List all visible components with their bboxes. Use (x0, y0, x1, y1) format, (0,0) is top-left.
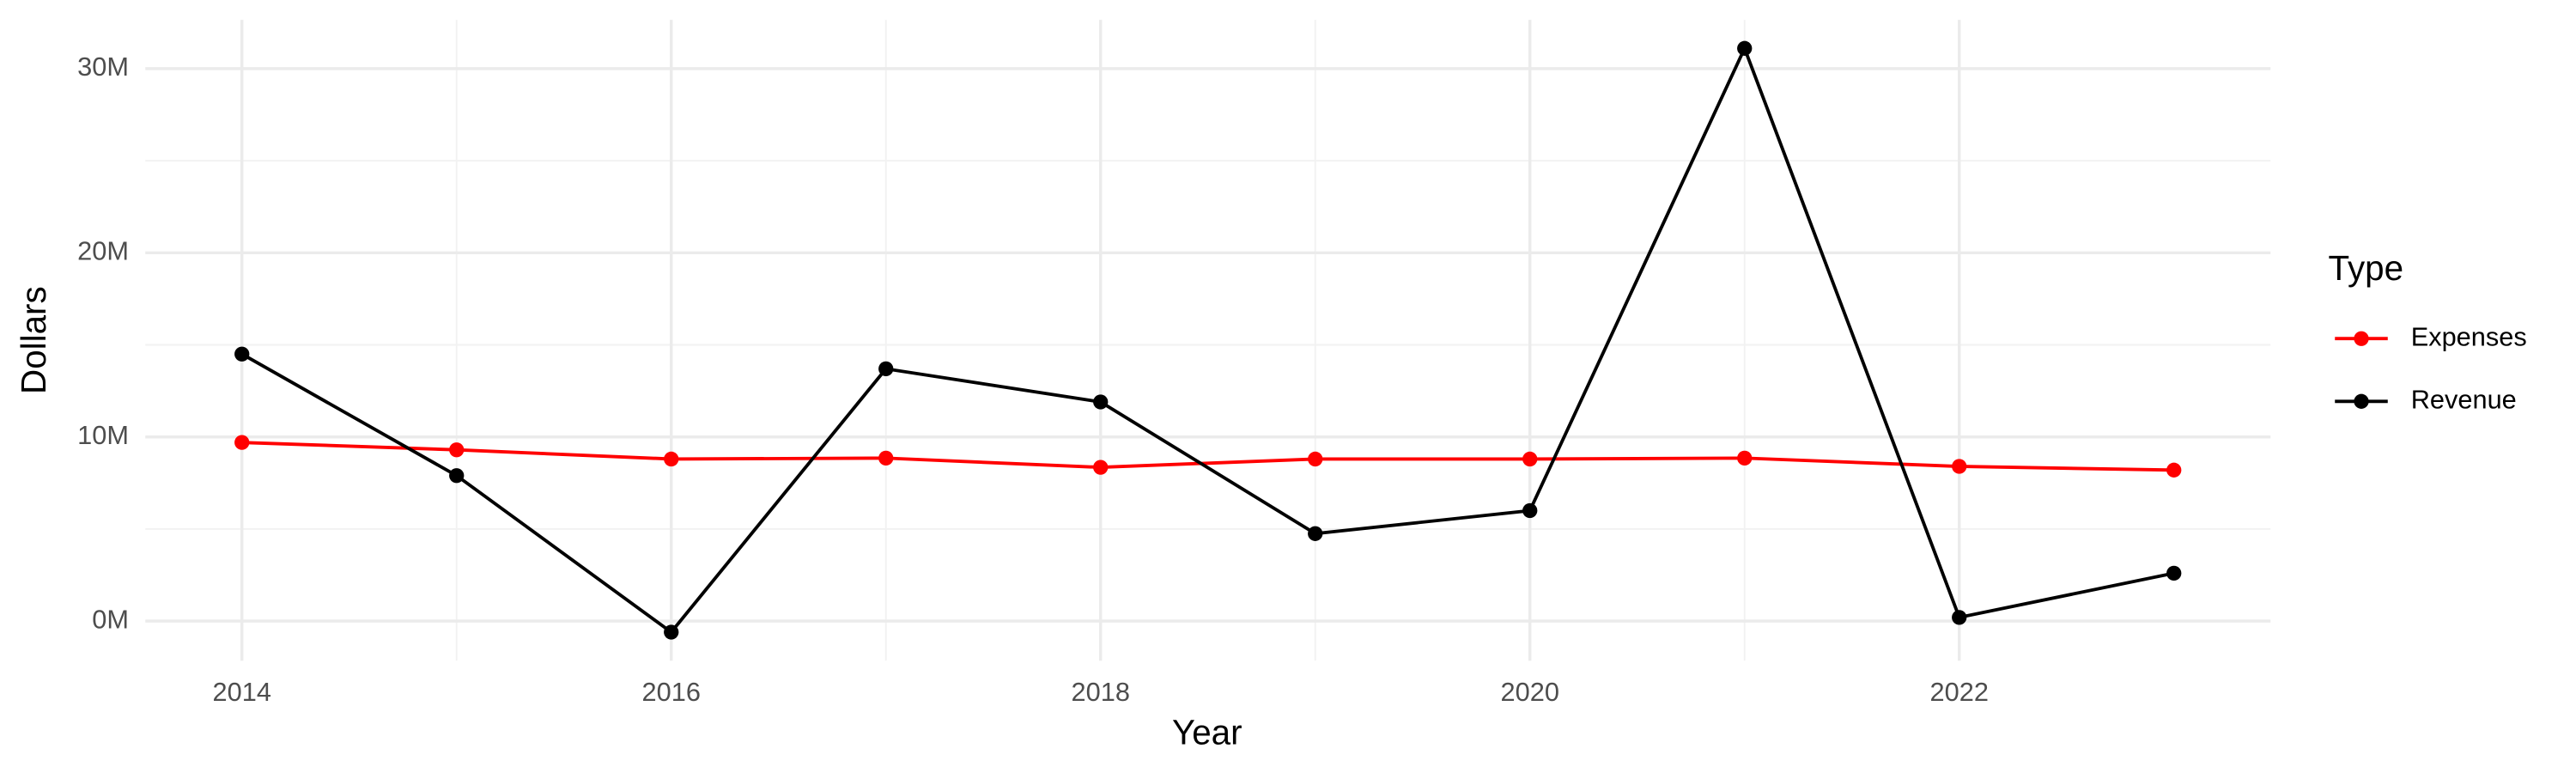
data-point (1308, 451, 1323, 467)
data-point (1737, 450, 1753, 466)
series-line (240, 44, 2175, 635)
data-point (664, 451, 679, 467)
x-tick-label: 2022 (1930, 677, 1989, 707)
data-point (878, 450, 894, 466)
data-point (1522, 502, 1538, 519)
grid (145, 20, 2271, 661)
data-point (2166, 462, 2182, 478)
data-point (1308, 526, 1323, 541)
data-point (1093, 460, 1109, 475)
data-point (1522, 451, 1538, 467)
legend-key-point (2354, 393, 2369, 409)
data-point (449, 442, 465, 458)
y-axis-title: Dollars (14, 286, 53, 394)
series-line (241, 441, 2174, 472)
x-tick-label: 2016 (642, 677, 701, 707)
data-point (234, 435, 250, 450)
data-point (1952, 610, 1967, 625)
y-tick-label: 20M (77, 235, 129, 265)
data-point (1952, 459, 1967, 474)
legend-key-point (2354, 331, 2369, 346)
y-tick-label: 0M (92, 604, 129, 634)
data-point (234, 346, 250, 362)
data-point (2166, 565, 2182, 581)
legend-title: Type (2329, 248, 2404, 288)
x-tick-label: 2018 (1072, 677, 1130, 707)
data-point (664, 624, 679, 640)
x-axis-title: Year (1172, 712, 1242, 752)
legend-label: Revenue (2411, 384, 2517, 414)
data-point (1093, 394, 1109, 410)
x-tick-label: 2014 (213, 677, 271, 707)
data-point (1737, 40, 1753, 56)
data-point (449, 468, 465, 484)
y-tick-label: 10M (77, 420, 129, 450)
legend-label: Expenses (2411, 321, 2527, 351)
plot (234, 40, 2182, 640)
data-point (878, 361, 894, 377)
y-tick-label: 30M (77, 52, 129, 82)
x-tick-label: 2020 (1501, 677, 1559, 707)
